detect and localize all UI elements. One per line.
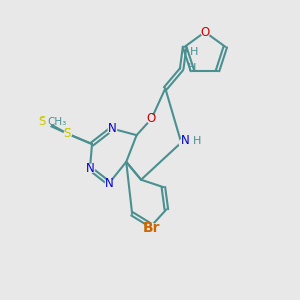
Text: N: N (108, 122, 116, 135)
Text: Br: Br (143, 221, 160, 235)
Text: H: H (193, 136, 201, 146)
Text: N: N (85, 162, 94, 175)
Text: N: N (105, 177, 113, 190)
Text: H: H (188, 63, 196, 73)
Text: S: S (64, 127, 71, 140)
Text: CH₃: CH₃ (47, 117, 67, 127)
Text: S: S (41, 117, 48, 130)
Text: S: S (64, 127, 71, 140)
Text: S: S (39, 115, 46, 128)
Text: S: S (38, 116, 46, 129)
Text: O: O (200, 26, 210, 38)
Text: O: O (147, 112, 156, 125)
Text: N: N (181, 134, 190, 147)
Text: S: S (64, 127, 71, 140)
Text: H: H (190, 47, 198, 57)
